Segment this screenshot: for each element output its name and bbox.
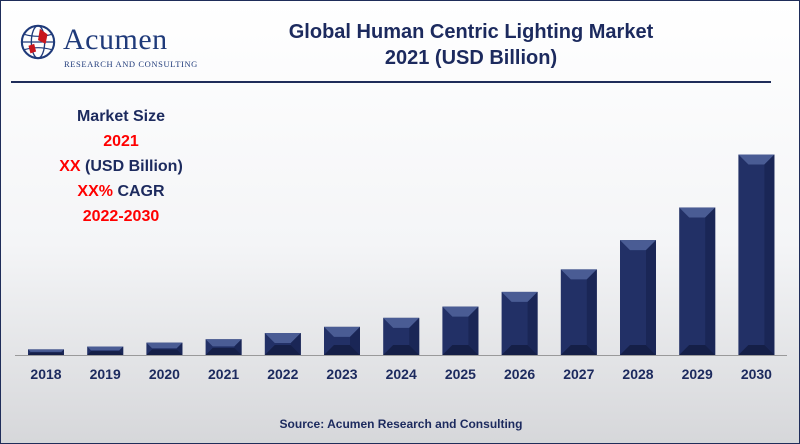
bar-bevel-top <box>560 269 597 280</box>
logo-tagline: RESEARCH AND CONSULTING <box>64 59 198 69</box>
bar-body <box>28 349 64 355</box>
bar-2024 <box>383 317 420 355</box>
bar-bevel-top <box>28 349 64 352</box>
bar-bevel-side <box>409 317 420 355</box>
x-tick-label: 2021 <box>208 366 239 382</box>
cagr-label: CAGR <box>113 183 165 200</box>
bar-bevel-bottom <box>205 347 242 355</box>
bar-bevel-side <box>119 346 124 355</box>
bar-bevel-bottom <box>738 345 775 355</box>
bar-bevel-top <box>87 346 124 351</box>
market-value: XX <box>59 158 81 175</box>
bar-bevel-side <box>705 207 716 355</box>
x-tick-label: 2025 <box>445 366 476 382</box>
bar-bevel-top <box>324 326 360 337</box>
globe-logo-icon <box>20 24 56 60</box>
bar-bevel-bottom <box>146 349 183 355</box>
x-tick-label: 2020 <box>149 366 180 382</box>
bar-bevel-bottom <box>620 345 656 355</box>
x-tick-label: 2022 <box>267 366 298 382</box>
x-tick-label: 2024 <box>386 366 417 382</box>
bar-bevel-top <box>383 317 420 328</box>
x-tick-label: 2027 <box>563 366 594 382</box>
bar-bevel-bottom <box>679 345 716 355</box>
bar-bevel-side <box>234 339 242 355</box>
bar-bevel-bottom <box>501 345 538 355</box>
x-tick-label: 2029 <box>682 366 713 382</box>
market-unit: (USD Billion) <box>80 158 183 175</box>
market-value-line: XX (USD Billion) <box>41 154 201 179</box>
bar-body <box>87 346 124 355</box>
chart-title-line1: Global Human Centric Lighting Market <box>288 21 654 43</box>
bar-2027 <box>560 269 597 355</box>
bar-bevel-bottom <box>442 345 479 355</box>
bar-bevel-top <box>679 207 716 218</box>
bar-2020 <box>146 342 183 355</box>
bar-2025 <box>442 306 479 355</box>
market-info-box: Market Size 2021 XX (USD Billion) XX% CA… <box>41 104 201 229</box>
bar-bevel-side <box>646 240 656 355</box>
x-tick-label: 2023 <box>326 366 357 382</box>
x-tick-label: 2028 <box>622 366 653 382</box>
bar-bevel-side <box>586 269 597 355</box>
bar-2021 <box>205 339 242 355</box>
bar-bevel-bottom <box>560 345 597 355</box>
bar-2030 <box>738 154 775 355</box>
bar-bevel-bottom <box>28 352 64 355</box>
bar-2018 <box>28 349 64 355</box>
bar-bevel-side <box>176 342 183 355</box>
bar-bevel-top <box>442 306 479 317</box>
chart-title: Global Human Centric Lighting Market 202… <box>231 19 711 71</box>
market-year: 2021 <box>103 133 139 150</box>
x-tick-labels: 2018 2019 2020 2021 2022 2023 2024 2025 2026 2027… <box>30 366 772 382</box>
cagr-value: XX% <box>77 183 113 200</box>
bar-bevel-side <box>61 349 64 355</box>
bar-bevel-top <box>738 154 775 165</box>
bar-2023 <box>324 326 360 355</box>
title-divider <box>11 81 771 83</box>
acumen-logo: Acumen RESEARCH AND CONSULTING <box>19 21 219 71</box>
cagr-line: XX% CAGR <box>41 179 201 204</box>
bar-bevel-side <box>350 326 360 355</box>
bar-bevel-top <box>620 240 656 251</box>
logo-wordmark: Acumen <box>63 23 168 56</box>
bar-2028 <box>620 240 656 355</box>
bar-bevel-bottom <box>264 345 301 355</box>
x-tick-label: 2019 <box>90 366 121 382</box>
bar-group <box>28 154 775 355</box>
bar-2029 <box>679 207 716 355</box>
bar-2022 <box>264 333 301 355</box>
bar-2019 <box>87 346 124 355</box>
bar-bevel-side <box>290 333 301 355</box>
bar-bevel-bottom <box>383 345 420 355</box>
market-size-label: Market Size <box>76 108 166 125</box>
bar-bevel-top <box>501 291 538 302</box>
x-tick-label: 2030 <box>741 366 772 382</box>
x-tick-label: 2018 <box>30 366 61 382</box>
bar-bevel-side <box>468 306 479 355</box>
bar-bevel-top <box>264 333 301 344</box>
bar-bevel-top <box>146 342 183 349</box>
bar-bevel-top <box>205 339 242 347</box>
bar-bevel-bottom <box>324 345 360 355</box>
bar-2026 <box>501 291 538 355</box>
bar-bevel-bottom <box>87 351 124 355</box>
source-note: Source: Acumen Research and Consulting <box>279 417 523 431</box>
chart-title-line2: 2021 (USD Billion) <box>384 47 558 69</box>
bar-bevel-side <box>764 154 775 355</box>
bar-bevel-side <box>527 291 538 355</box>
forecast-period: 2022-2030 <box>82 208 160 225</box>
x-tick-label: 2026 <box>504 366 535 382</box>
